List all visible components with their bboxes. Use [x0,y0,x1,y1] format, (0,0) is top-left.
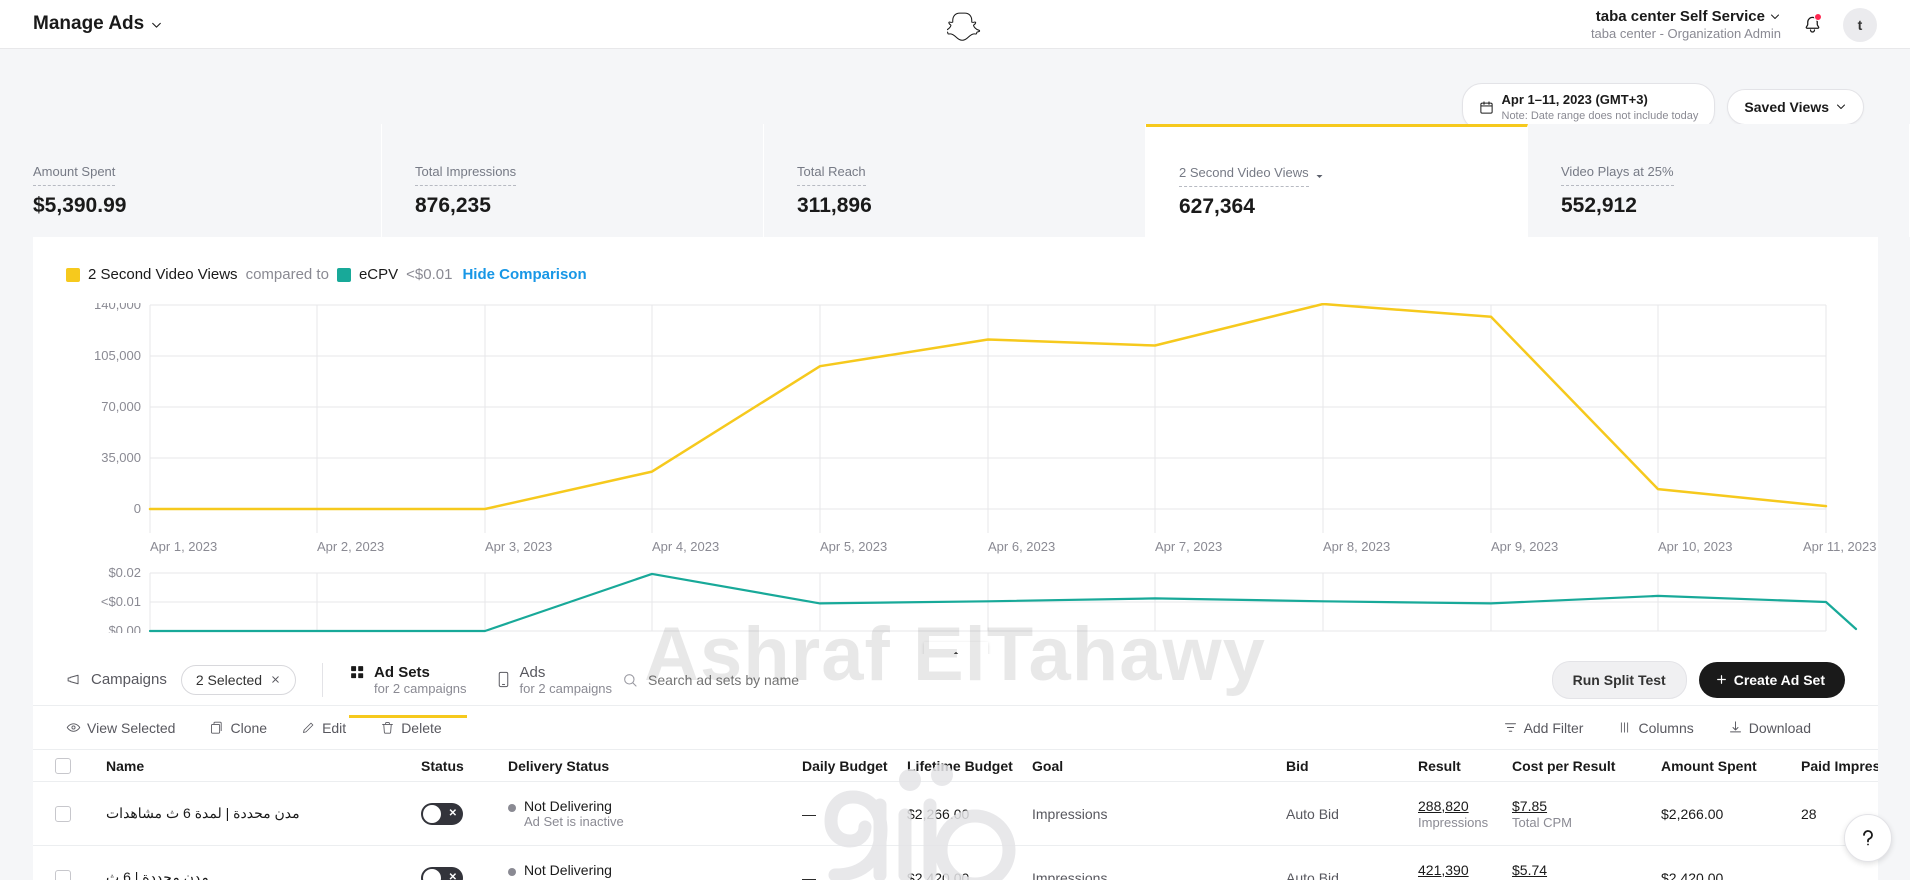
svg-text:Apr 3, 2023: Apr 3, 2023 [485,539,552,554]
svg-text:Apr 11, 2023: Apr 11, 2023 [1803,539,1876,554]
svg-text:70,000: 70,000 [101,399,141,414]
svg-text:Apr 4, 2023: Apr 4, 2023 [652,539,719,554]
svg-text:Apr 7, 2023: Apr 7, 2023 [1155,539,1222,554]
svg-text:<$0.01: <$0.01 [101,594,141,609]
svg-text:Apr 5, 2023: Apr 5, 2023 [820,539,887,554]
svg-text:35,000: 35,000 [101,450,141,465]
svg-text:Apr 10, 2023: Apr 10, 2023 [1658,539,1732,554]
svg-text:0: 0 [134,501,141,516]
svg-text:$0.02: $0.02 [108,565,141,580]
svg-text:105,000: 105,000 [94,348,141,363]
svg-text:Apr 6, 2023: Apr 6, 2023 [988,539,1055,554]
svg-text:Apr 2, 2023: Apr 2, 2023 [317,539,384,554]
svg-text:Apr 8, 2023: Apr 8, 2023 [1323,539,1390,554]
svg-text:140,000: 140,000 [94,303,141,312]
svg-text:Apr 1, 2023: Apr 1, 2023 [150,539,217,554]
svg-text:Apr 9, 2023: Apr 9, 2023 [1491,539,1558,554]
